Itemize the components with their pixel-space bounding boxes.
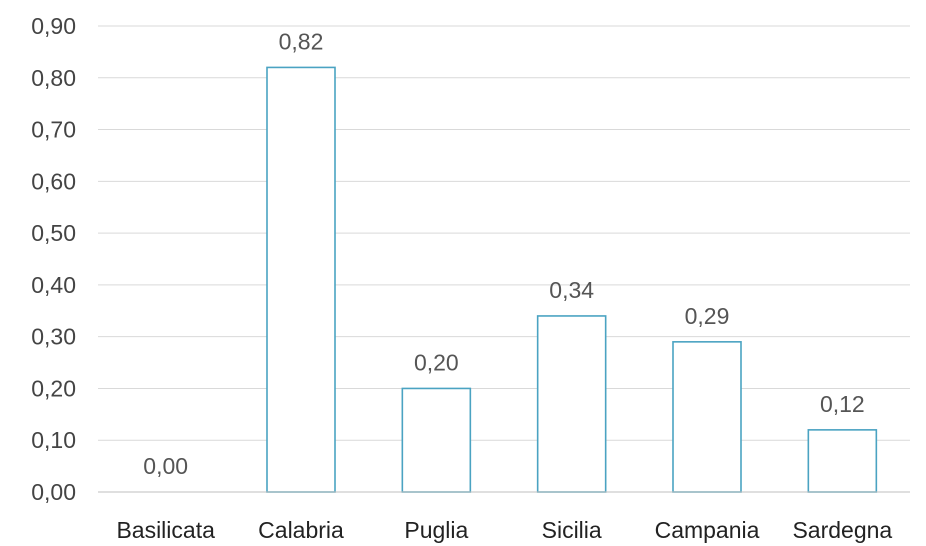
category-label: Sardegna — [792, 517, 892, 543]
data-label: 0,20 — [414, 349, 459, 375]
y-tick-label: 0,70 — [31, 117, 76, 143]
data-labels: 0,00 0,82 0,20 0,34 0,29 0,12 — [143, 28, 864, 479]
data-label: 0,12 — [820, 391, 865, 417]
category-label: Sicilia — [542, 517, 602, 543]
bar — [672, 341, 742, 493]
y-tick-label: 0,80 — [31, 65, 76, 91]
category-label: Puglia — [404, 517, 468, 543]
grid-lines — [98, 25, 910, 441]
y-tick-label: 0,40 — [31, 272, 76, 298]
bar — [266, 66, 336, 493]
x-axis-categories: Basilicata Calabria Puglia Sicilia Campania S… — [116, 517, 892, 543]
y-tick-label: 0,20 — [31, 375, 76, 401]
y-tick-label: 0,60 — [31, 168, 76, 194]
bars — [266, 66, 878, 493]
bar — [536, 315, 607, 493]
data-label: 0,34 — [549, 277, 594, 303]
y-axis-ticks: 0,00 0,10 0,20 0,30 0,40 0,50 0,60 0,70 0,80 0,90 — [31, 13, 76, 505]
data-label: 0,29 — [685, 303, 730, 329]
category-label: Campania — [655, 517, 760, 543]
y-tick-label: 0,00 — [31, 479, 76, 505]
y-tick-label: 0,50 — [31, 220, 76, 246]
category-label: Calabria — [258, 517, 344, 543]
y-tick-label: 0,10 — [31, 427, 76, 453]
y-tick-label: 0,90 — [31, 13, 76, 39]
category-label: Basilicata — [116, 517, 215, 543]
bar — [807, 429, 878, 493]
data-label: 0,82 — [279, 28, 324, 54]
y-tick-label: 0,30 — [31, 324, 76, 350]
bar — [401, 387, 472, 493]
data-label: 0,00 — [143, 453, 188, 479]
